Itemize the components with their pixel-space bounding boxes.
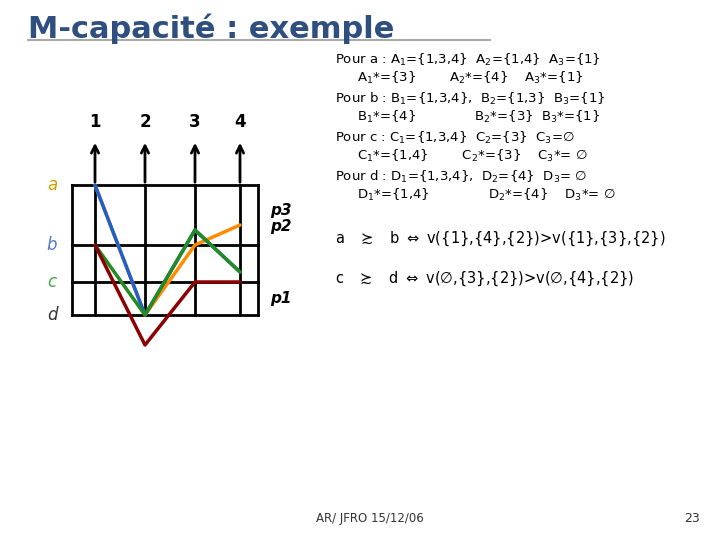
Text: AR/ JFRO 15/12/06: AR/ JFRO 15/12/06 <box>316 512 424 525</box>
Text: c: c <box>48 273 57 291</box>
Text: M-capacité : exemple: M-capacité : exemple <box>28 13 395 44</box>
Text: Pour c : C$_1$={1,3,4}  C$_2$={3}  C$_3$=$\emptyset$: Pour c : C$_1$={1,3,4} C$_2$={3} C$_3$=$… <box>335 130 575 146</box>
Text: Pour a : A$_1$={1,3,4}  A$_2$={1,4}  A$_3$={1}: Pour a : A$_1$={1,3,4} A$_2$={1,4} A$_3$… <box>335 52 601 68</box>
Text: a   $\succsim$   b $\Leftrightarrow$ v({1},{4},{2})>v({1},{3},{2}): a $\succsim$ b $\Leftrightarrow$ v({1},{… <box>335 230 665 248</box>
Text: C$_1$*={1,4}        C$_2$*={3}    C$_3$*= $\emptyset$: C$_1$*={1,4} C$_2$*={3} C$_3$*= $\emptys… <box>357 148 588 164</box>
Text: B$_1$*={4}              B$_2$*={3}  B$_3$*={1}: B$_1$*={4} B$_2$*={3} B$_3$*={1} <box>357 109 600 125</box>
Text: 23: 23 <box>684 512 700 525</box>
Text: c   $\succsim$   d $\Leftrightarrow$ v($\emptyset$,{3},{2})>v($\emptyset$,{4},{2: c $\succsim$ d $\Leftrightarrow$ v($\emp… <box>335 270 634 288</box>
Text: Pour d : D$_1$={1,3,4},  D$_2$={4}  D$_3$= $\emptyset$: Pour d : D$_1$={1,3,4}, D$_2$={4} D$_3$=… <box>335 169 587 185</box>
Text: 1: 1 <box>89 113 101 131</box>
Text: p1: p1 <box>270 291 292 306</box>
Text: 2: 2 <box>139 113 150 131</box>
Text: p3: p3 <box>270 202 292 218</box>
Text: a: a <box>47 176 57 194</box>
Text: b: b <box>47 236 58 254</box>
Text: 3: 3 <box>189 113 201 131</box>
Text: Pour b : B$_1$={1,3,4},  B$_2$={1,3}  B$_3$={1}: Pour b : B$_1$={1,3,4}, B$_2$={1,3} B$_3… <box>335 91 606 107</box>
Text: 4: 4 <box>234 113 246 131</box>
Text: A$_1$*={3}        A$_2$*={4}    A$_3$*={1}: A$_1$*={3} A$_2$*={4} A$_3$*={1} <box>357 70 583 86</box>
Text: p2: p2 <box>270 219 292 234</box>
Text: d: d <box>47 306 58 324</box>
Text: D$_1$*={1,4}              D$_2$*={4}    D$_3$*= $\emptyset$: D$_1$*={1,4} D$_2$*={4} D$_3$*= $\emptys… <box>357 187 616 203</box>
